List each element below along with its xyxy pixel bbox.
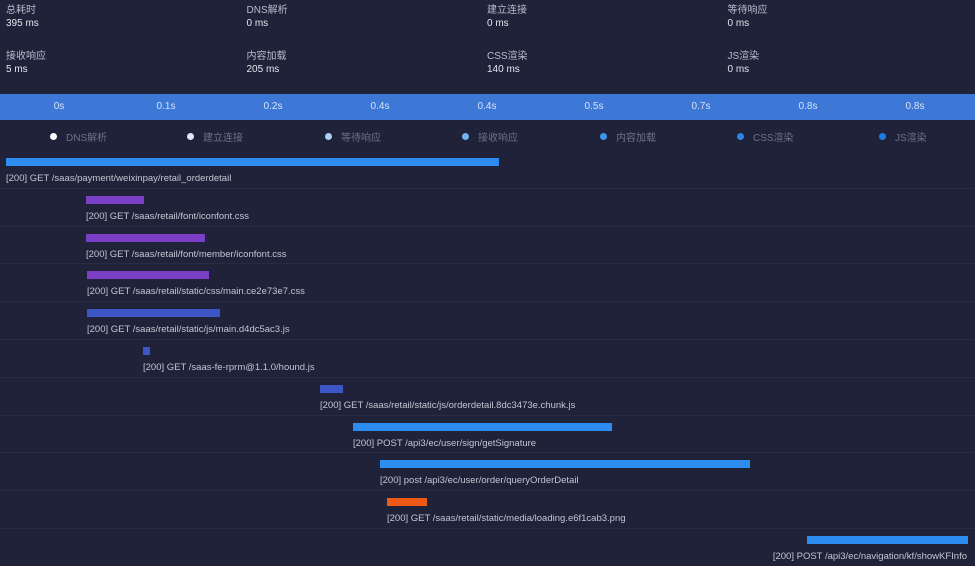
request-bar[interactable] (6, 158, 499, 166)
legend-label: DNS解析 (66, 133, 108, 144)
metric-value: 0 ms (487, 18, 509, 29)
request-row[interactable]: [200] GET /saas/retail/static/css/main.c… (0, 264, 975, 303)
metric-receive: 接收响应 5 ms (0, 46, 241, 94)
request-row[interactable]: [200] post /api3/ec/user/order/queryOrde… (0, 453, 975, 492)
legend-label: 建立连接 (203, 133, 243, 144)
request-row[interactable]: [200] POST /api3/ec/user/sign/getSignatu… (0, 416, 975, 454)
request-bar[interactable] (143, 346, 150, 355)
request-bar[interactable] (86, 233, 205, 242)
request-label: [200] post /api3/ec/user/order/queryOrde… (380, 475, 579, 487)
metric-label: JS渲染 (727, 51, 760, 62)
legend-item-dns[interactable]: DNS解析 (50, 129, 107, 144)
request-row[interactable]: [200] GET /saas/retail/static/js/main.d4… (0, 302, 975, 340)
legend: DNS解析 建立连接 等待响应 接收响应 内容加载 CSS渲染 JS渲染 (0, 129, 975, 144)
legend-label: 内容加载 (616, 133, 656, 144)
timeline-tick: 0.8s (905, 101, 925, 112)
request-row[interactable]: [200] GET /saas-fe-rprm@1.1.0/hound.js (0, 340, 975, 378)
legend-dot-icon (737, 133, 744, 140)
legend-label: CSS渲染 (753, 133, 794, 144)
metric-label: DNS解析 (246, 5, 288, 16)
metric-label: 总耗时 (6, 5, 36, 16)
legend-dot-icon (462, 133, 469, 140)
metric-value: 0 ms (727, 64, 750, 75)
request-label: [200] GET /saas/retail/static/css/main.c… (87, 286, 305, 298)
request-label: [200] POST /api3/ec/navigation/kf/showKF… (772, 550, 967, 562)
legend-item-js-render[interactable]: JS渲染 (879, 129, 927, 144)
timeline-tick: 0.5s (584, 101, 604, 112)
request-label: [200] GET /saas/retail/font/iconfont.css (86, 210, 249, 222)
request-bar[interactable] (387, 498, 427, 507)
legend-item-content-load[interactable]: 内容加载 (600, 129, 656, 144)
metric-value: 140 ms (487, 64, 520, 75)
timeline-tick: 0s (53, 101, 65, 112)
metric-js-render: JS渲染 0 ms (722, 46, 975, 94)
request-bar[interactable] (86, 195, 144, 204)
legend-dot-icon (187, 133, 194, 140)
metrics-panel: 总耗时 395 ms DNS解析 0 ms 建立连接 0 ms 等待响应 0 m… (0, 0, 975, 94)
legend-label: 接收响应 (478, 133, 518, 144)
request-label: [200] GET /saas/payment/weixinpay/retail… (6, 173, 232, 184)
request-row[interactable]: [200] GET /saas/retail/font/member/iconf… (0, 227, 975, 265)
metric-connect: 建立连接 0 ms (481, 0, 722, 46)
request-label: [200] POST /api3/ec/user/sign/getSignatu… (353, 437, 537, 449)
metric-value: 5 ms (6, 64, 28, 75)
request-label: [200] GET /saas/retail/font/member/iconf… (86, 248, 287, 260)
timeline-tick: 0.4s (370, 101, 390, 112)
metric-value: 205 ms (246, 64, 280, 75)
request-bar[interactable] (807, 535, 968, 544)
request-bar[interactable] (87, 309, 220, 318)
request-label: [200] GET /saas/retail/static/js/orderde… (320, 399, 576, 411)
request-row[interactable]: [200] POST /api3/ec/navigation/kf/showKF… (0, 529, 975, 566)
legend-dot-icon (50, 133, 57, 140)
legend-item-connect[interactable]: 建立连接 (187, 129, 243, 144)
request-row[interactable]: [200] GET /saas/payment/weixinpay/retail… (0, 151, 975, 189)
legend-dot-icon (879, 133, 886, 140)
request-label: [200] GET /saas-fe-rprm@1.1.0/hound.js (143, 361, 315, 373)
metric-value: 0 ms (727, 18, 750, 29)
timeline-tick: 0.2s (263, 101, 283, 112)
metric-total-time: 总耗时 395 ms (0, 0, 241, 46)
legend-label: JS渲染 (895, 133, 927, 144)
request-row[interactable]: [200] GET /saas/retail/static/media/load… (0, 491, 975, 529)
request-bar[interactable] (380, 460, 750, 469)
metric-content-load: 内容加载 205 ms (241, 46, 482, 94)
timeline-tick: 0.8s (798, 101, 818, 112)
request-bar[interactable] (87, 271, 209, 280)
metric-label: 建立连接 (487, 5, 527, 16)
legend-item-wait[interactable]: 等待响应 (325, 129, 381, 144)
metric-dns: DNS解析 0 ms (241, 0, 482, 46)
legend-item-css-render[interactable]: CSS渲染 (737, 129, 794, 144)
request-row[interactable]: [200] GET /saas/retail/font/iconfont.css (0, 189, 975, 227)
metric-label: 接收响应 (6, 51, 46, 62)
metric-label: 内容加载 (246, 51, 287, 62)
timeline-axis: 0s 0.1s 0.2s 0.4s 0.4s 0.5s 0.7s 0.8s 0.… (0, 94, 975, 120)
timeline-tick: 0.1s (156, 101, 176, 112)
timeline-tick: 0.7s (691, 101, 711, 112)
metric-value: 0 ms (246, 18, 269, 29)
request-row[interactable]: [200] GET /saas/retail/static/js/orderde… (0, 378, 975, 416)
metric-label: 等待响应 (727, 5, 768, 16)
request-label: [200] GET /saas/retail/static/js/main.d4… (87, 324, 290, 336)
legend-dot-icon (600, 133, 607, 140)
legend-dot-icon (325, 133, 332, 140)
request-bar[interactable] (353, 422, 612, 431)
request-bar[interactable] (320, 384, 343, 393)
timeline-tick: 0.4s (477, 101, 497, 112)
legend-label: 等待响应 (341, 133, 381, 144)
metric-value: 395 ms (6, 18, 39, 29)
metric-label: CSS渲染 (487, 51, 528, 62)
request-waterfall: [200] GET /saas/payment/weixinpay/retail… (0, 151, 975, 566)
legend-item-receive[interactable]: 接收响应 (462, 129, 518, 144)
request-label: [200] GET /saas/retail/static/media/load… (387, 513, 626, 525)
metric-wait: 等待响应 0 ms (722, 0, 975, 46)
metric-css-render: CSS渲染 140 ms (481, 46, 722, 94)
